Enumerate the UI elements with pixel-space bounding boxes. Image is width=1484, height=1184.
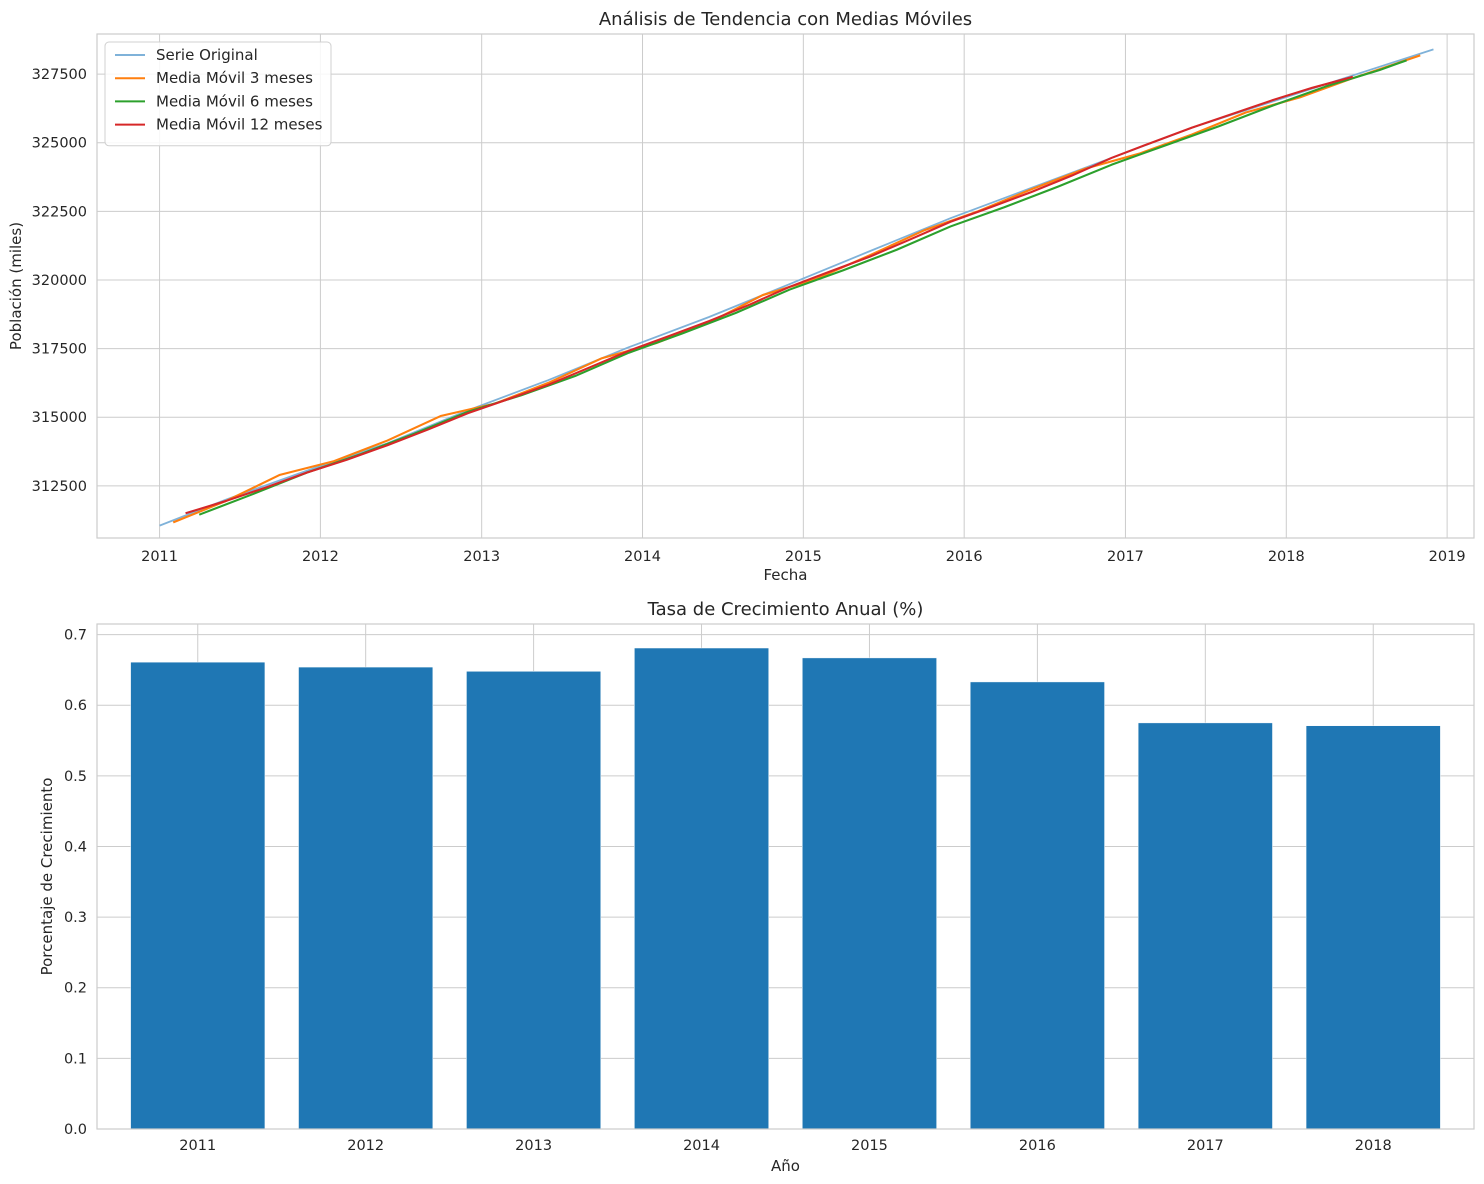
bar-x-tick-label: 2016 xyxy=(1019,1138,1056,1154)
legend-label-media-movil-6-meses: Media Móvil 6 meses xyxy=(156,92,313,110)
bar-2011 xyxy=(130,661,266,1130)
bar-2012 xyxy=(298,666,434,1130)
bar-plot-frame xyxy=(96,623,1475,1130)
line-y-tick-labels: 312500 315000 317500 320000 322500 325000 3275… xyxy=(32,67,87,495)
series-line-media-movil-12-meses xyxy=(185,75,1354,515)
line-x-tick-label: 2012 xyxy=(302,549,339,565)
bar-chart-title: Tasa de Crecimiento Anual (%) xyxy=(647,599,924,620)
line-plot-frame xyxy=(96,33,1475,539)
line-y-tick-label: 327500 xyxy=(32,67,87,83)
line-x-tick-label: 2018 xyxy=(1268,549,1305,565)
bar-y-tick-label: 0.6 xyxy=(64,698,87,714)
line-x-axis-label: Fecha xyxy=(764,566,808,584)
bar-y-tick-label: 0.1 xyxy=(64,1051,87,1067)
line-y-tick-label: 322500 xyxy=(32,204,87,220)
bar-y-tick-label: 0.7 xyxy=(64,628,87,644)
bar-x-tick-label: 2017 xyxy=(1187,1138,1224,1154)
line-y-tick-label: 325000 xyxy=(32,136,87,152)
line-x-tick-label: 2014 xyxy=(624,549,661,565)
bar-y-tick-label: 0.0 xyxy=(64,1122,87,1138)
bar-y-tick-label: 0.3 xyxy=(64,910,87,926)
line-x-tick-label: 2019 xyxy=(1429,549,1466,565)
line-x-tick-label: 2013 xyxy=(463,549,500,565)
line-y-tick-label: 315000 xyxy=(32,410,87,426)
bar-2018 xyxy=(1305,725,1441,1130)
bar-y-tick-labels: 0.0 0.1 0.2 0.3 0.4 0.5 0.6 0.7 xyxy=(64,628,87,1138)
bar-2013 xyxy=(466,671,602,1130)
line-y-tick-label: 317500 xyxy=(32,342,87,358)
bar-x-axis-label: Año xyxy=(771,1157,800,1175)
line-chart-panel: 2011 2012 2013 2014 2015 2016 2017 2018 2019 312… xyxy=(7,9,1475,584)
line-series-group xyxy=(159,48,1434,527)
legend: Serie Original Media Móvil 3 meses Media M… xyxy=(104,41,332,147)
line-x-tick-label: 2017 xyxy=(1107,549,1144,565)
bar-2016 xyxy=(969,681,1105,1130)
bar-x-tick-label: 2014 xyxy=(683,1138,720,1154)
bar-x-tick-label: 2012 xyxy=(347,1138,384,1154)
bar-x-tick-label: 2013 xyxy=(515,1138,552,1154)
bar-series-group xyxy=(130,647,1441,1130)
bar-x-tick-label: 2015 xyxy=(851,1138,888,1154)
legend-label-serie-original: Serie Original xyxy=(156,46,258,64)
line-y-tick-label: 320000 xyxy=(32,273,87,289)
bar-y-tick-label: 0.5 xyxy=(64,769,87,785)
legend-label-media-movil-3-meses: Media Móvil 3 meses xyxy=(156,69,313,87)
line-x-tick-label: 2015 xyxy=(785,549,822,565)
series-line-media-movil-6-meses xyxy=(198,59,1407,516)
line-x-tick-label: 2011 xyxy=(141,549,178,565)
line-y-axis-label: Población (miles) xyxy=(7,222,25,350)
bar-y-axis-label: Porcentaje de Crecimiento xyxy=(38,778,56,976)
bar-x-tick-label: 2018 xyxy=(1355,1138,1392,1154)
bar-x-tick-labels: 2011 2012 2013 2014 2015 2016 2017 2018 xyxy=(179,1138,1391,1154)
bar-2014 xyxy=(634,647,769,1130)
line-y-tick-label: 312500 xyxy=(32,479,87,495)
bar-y-tick-label: 0.4 xyxy=(64,839,87,855)
bar-chart-panel: 2011 2012 2013 2014 2015 2016 2017 2018 0.00.10… xyxy=(38,599,1475,1175)
bar-2017 xyxy=(1137,722,1273,1130)
bar-y-tick-label: 0.2 xyxy=(64,981,87,997)
line-x-tick-label: 2016 xyxy=(946,549,983,565)
legend-box xyxy=(104,41,332,147)
bar-x-tick-label: 2011 xyxy=(179,1138,216,1154)
bar-2015 xyxy=(802,657,937,1130)
legend-label-media-movil-12-meses: Media Móvil 12 meses xyxy=(156,116,323,134)
line-chart-title: Análisis de Tendencia con Medias Móviles xyxy=(599,9,972,30)
line-x-tick-labels: 2011 2012 2013 2014 2015 2016 2017 2018 2019 xyxy=(141,549,1465,565)
